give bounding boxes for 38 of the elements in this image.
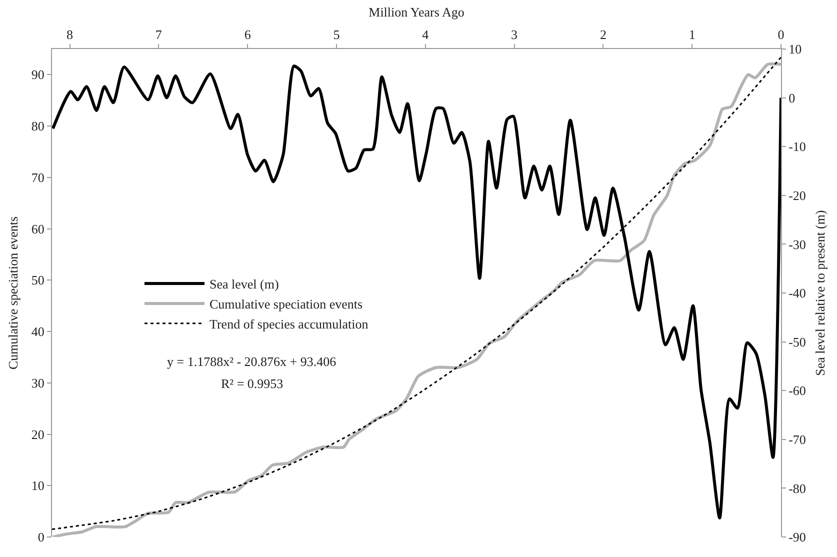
y-tick-label: 60	[31, 221, 44, 236]
x-tick-label: 1	[688, 26, 696, 42]
y2-tick-label: -30	[788, 236, 806, 252]
y-tick-label: 40	[31, 324, 44, 340]
annotation: R² = 0.9953	[221, 376, 284, 391]
y2-tick-label: 0	[788, 90, 796, 106]
legend-label: Sea level (m)	[209, 276, 279, 292]
y2-axis-title: Sea level relative to present (m)	[812, 210, 828, 376]
legend-label: Cumulative speciation events	[209, 296, 363, 312]
x-tick-label: 0	[778, 26, 784, 42]
y2-tick-label: -80	[788, 480, 806, 496]
x-axis-title: Million Years Ago	[368, 4, 464, 20]
x-tick-label: 3	[511, 26, 518, 42]
y-tick-label: 10	[31, 478, 44, 494]
y-tick-label: 0	[38, 530, 44, 545]
x-tick-label: 4	[422, 26, 430, 42]
y2-tick-label: -60	[788, 383, 806, 398]
x-tick-label: 7	[155, 26, 162, 42]
y2-tick-label: -70	[788, 432, 806, 447]
x-tick-label: 8	[66, 26, 74, 42]
y-tick-label: 70	[31, 170, 44, 185]
legend-label: Trend of species accumulation	[209, 316, 369, 332]
x-tick-label: 5	[333, 26, 340, 42]
y-tick-label: 30	[31, 375, 44, 390]
x-tick-label: 6	[244, 26, 252, 42]
y-tick-label: 50	[31, 272, 44, 288]
y2-tick-label: -90	[788, 530, 806, 545]
y2-tick-label: -50	[788, 334, 806, 350]
annotation: y = 1.1788x² - 20.876x + 93.406	[167, 354, 337, 369]
y-axis-title: Cumulative speciation events	[5, 216, 20, 370]
y2-tick-label: -40	[788, 286, 806, 301]
y2-tick-label: 10	[788, 42, 802, 57]
y-tick-label: 90	[31, 67, 44, 82]
y-tick-label: 20	[31, 426, 44, 442]
y2-tick-label: -10	[788, 139, 806, 154]
y-tick-label: 80	[31, 118, 44, 134]
y2-tick-label: -20	[788, 188, 806, 203]
x-tick-label: 2	[600, 26, 606, 42]
